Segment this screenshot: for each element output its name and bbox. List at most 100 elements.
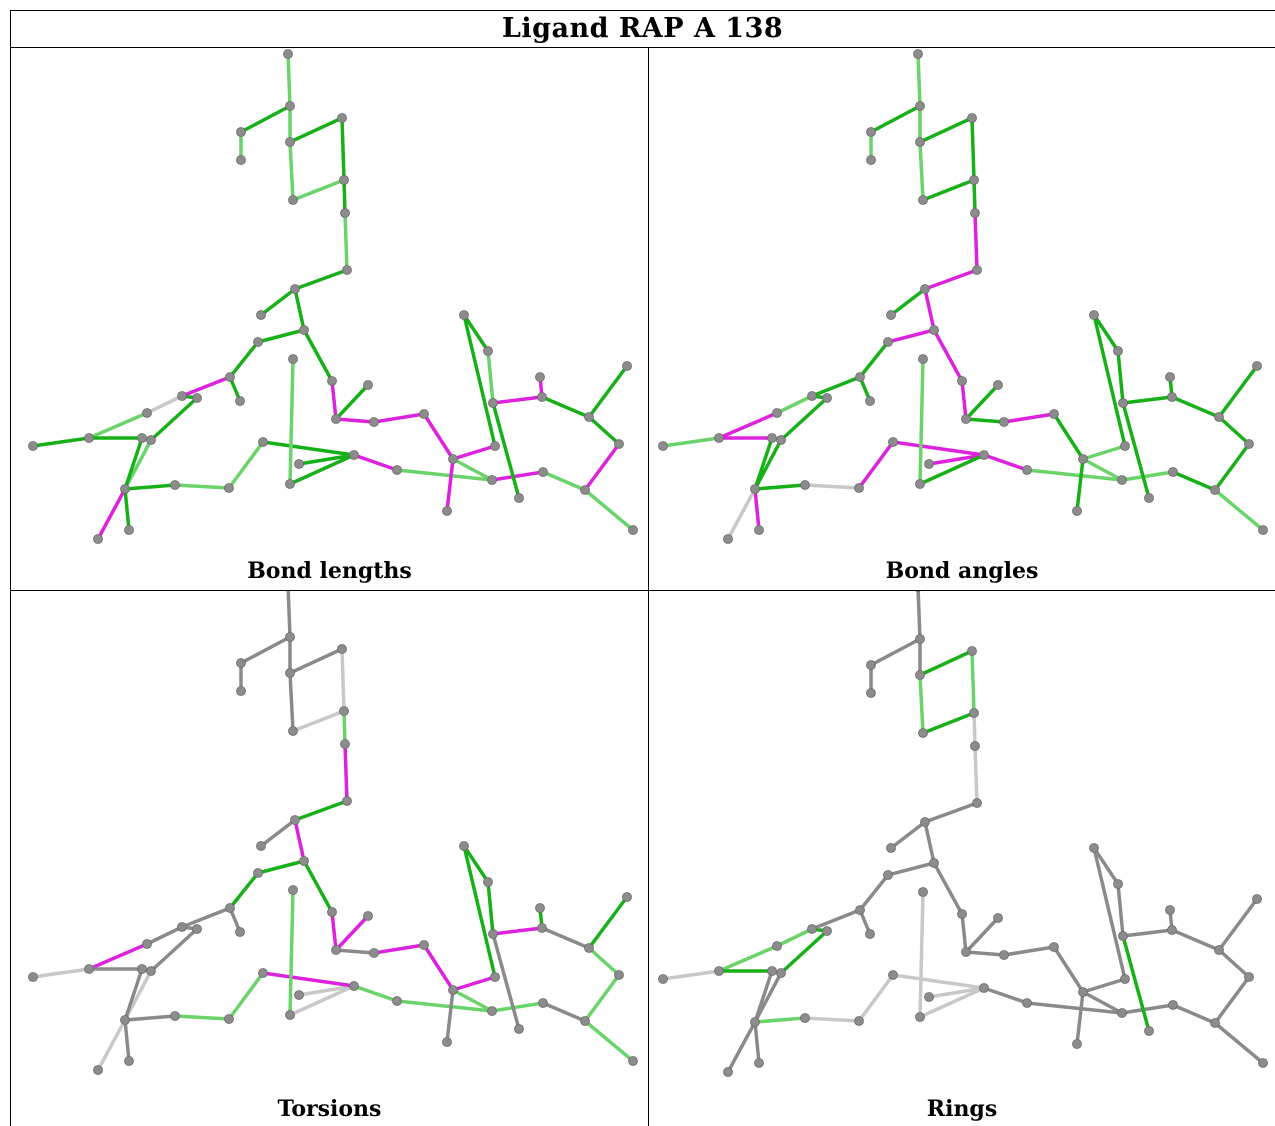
atom	[754, 525, 764, 535]
bond	[293, 268, 349, 291]
atom	[288, 726, 298, 736]
bond	[239, 104, 292, 134]
atom	[1049, 409, 1059, 419]
atom	[658, 974, 668, 984]
bond	[256, 859, 306, 875]
atom	[1072, 506, 1082, 516]
atom	[622, 361, 632, 371]
bond	[726, 1020, 757, 1074]
atom	[1113, 346, 1123, 356]
panel-torsions: Torsions	[11, 591, 648, 1126]
atom	[146, 435, 156, 445]
bond	[288, 453, 356, 486]
bond	[87, 411, 149, 440]
bond	[587, 895, 629, 950]
bond	[923, 801, 979, 824]
atom	[487, 1006, 497, 1016]
atom	[285, 101, 295, 111]
bond	[342, 178, 347, 215]
atom	[888, 437, 898, 447]
atom	[967, 113, 977, 123]
atom	[339, 706, 349, 716]
panel-bond-lengths: Bond lengths	[11, 48, 648, 590]
atom	[1244, 439, 1254, 449]
atom	[1089, 310, 1099, 320]
bond	[753, 436, 774, 491]
bond	[123, 1018, 131, 1063]
atom	[236, 658, 246, 668]
bond	[972, 711, 977, 748]
bond	[661, 436, 721, 448]
bond	[1075, 990, 1085, 1046]
bond	[288, 357, 295, 486]
bond	[490, 470, 545, 482]
bond	[1025, 1001, 1124, 1015]
bond	[352, 984, 399, 1003]
bond	[451, 444, 497, 461]
bond	[541, 470, 587, 492]
bond	[87, 942, 149, 971]
atom	[1117, 475, 1127, 485]
atom	[488, 398, 498, 408]
atom	[614, 439, 624, 449]
atom	[855, 905, 865, 915]
bond	[288, 984, 356, 1017]
bond	[982, 453, 1029, 472]
atom	[628, 1056, 638, 1066]
atom	[714, 433, 724, 443]
atom	[772, 408, 782, 418]
bond	[717, 944, 779, 973]
atom	[490, 441, 500, 451]
panel-caption: Rings	[926, 1096, 998, 1122]
bond	[932, 328, 964, 383]
atom	[979, 450, 989, 460]
bond	[1081, 444, 1127, 461]
bond	[918, 453, 986, 486]
bond	[297, 984, 356, 997]
bond	[293, 818, 306, 863]
atom	[256, 841, 266, 851]
atom	[918, 195, 928, 205]
atom	[235, 927, 245, 937]
bond	[964, 916, 1000, 954]
bond	[587, 946, 621, 977]
bond	[372, 943, 426, 955]
bond	[540, 395, 591, 419]
bond	[1217, 897, 1259, 952]
atom	[967, 646, 977, 656]
atom	[225, 903, 235, 913]
atom	[137, 964, 147, 974]
bond	[422, 412, 455, 461]
atom	[969, 175, 979, 185]
bond	[583, 1019, 635, 1063]
bond	[352, 453, 399, 472]
bond	[1002, 945, 1056, 957]
atom	[1252, 361, 1262, 371]
row-divider	[10, 590, 1275, 591]
bond	[330, 379, 338, 421]
atom	[225, 372, 235, 382]
bond	[1120, 470, 1175, 482]
atom	[170, 480, 180, 490]
atom	[142, 408, 152, 418]
bond	[927, 986, 986, 999]
bond	[1052, 412, 1085, 461]
atom	[723, 1067, 733, 1077]
atom	[120, 484, 130, 494]
atom	[1252, 894, 1262, 904]
atom	[800, 1013, 810, 1023]
bond	[1116, 882, 1125, 938]
atom	[236, 155, 246, 165]
bond	[288, 671, 295, 733]
bond	[970, 649, 976, 715]
atom	[363, 380, 373, 390]
atom	[535, 903, 545, 913]
bond	[491, 926, 544, 936]
atom	[487, 475, 497, 485]
panel-caption: Bond lengths	[247, 558, 412, 584]
bond	[726, 487, 757, 541]
atom	[1167, 392, 1177, 402]
atom	[924, 459, 934, 469]
atom	[1078, 987, 1088, 997]
bond	[1092, 313, 1120, 353]
